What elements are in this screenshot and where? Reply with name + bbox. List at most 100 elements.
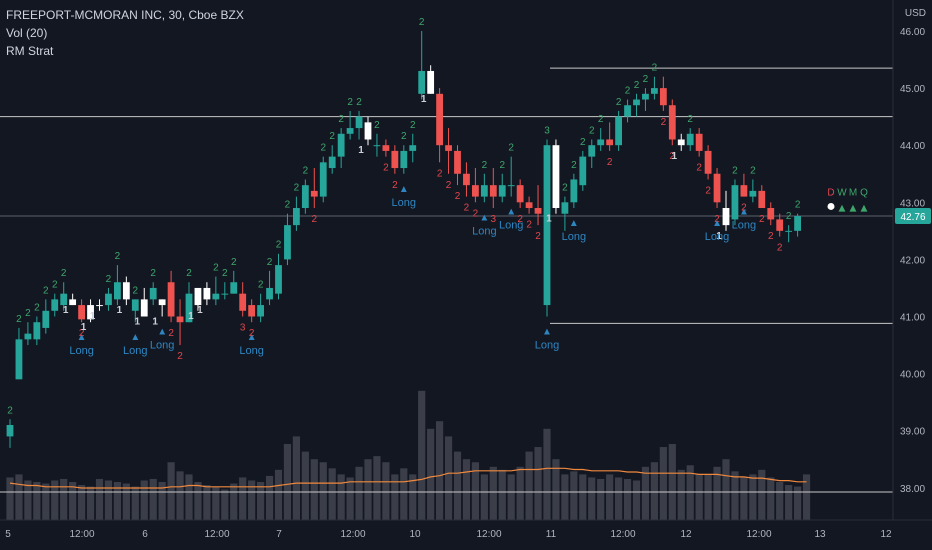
candle-body xyxy=(615,116,622,146)
volume-bar xyxy=(346,477,354,520)
candle-body xyxy=(33,322,41,340)
strat-label-up: 2 xyxy=(634,80,640,91)
x-tick-label: 6 xyxy=(142,529,148,540)
volume-bar xyxy=(480,474,488,520)
candle-body xyxy=(677,139,685,146)
volume-bar xyxy=(525,451,533,520)
x-tick-label: 12:00 xyxy=(610,529,635,540)
candle-body xyxy=(230,282,238,294)
legend-volume-indicator[interactable]: Vol (20) xyxy=(6,26,48,40)
strat-label-up: 2 xyxy=(213,263,219,274)
horizontal-levels xyxy=(0,67,893,493)
volume-bar xyxy=(95,478,104,520)
x-tick-label: 13 xyxy=(814,529,826,540)
candle-body xyxy=(695,133,703,151)
candle-body xyxy=(51,299,59,311)
strat-label-down: 2 xyxy=(705,185,711,196)
strat-label-up: 2 xyxy=(401,131,407,142)
strat-label-down: 2 xyxy=(383,163,389,174)
candle-body xyxy=(140,299,148,317)
strat-label-up: 2 xyxy=(687,114,693,125)
volume-bar xyxy=(257,482,265,520)
strat-label-down: 2 xyxy=(455,191,461,202)
strat-label-down: 2 xyxy=(464,203,470,214)
long-arrow-icon: ▲ xyxy=(506,207,516,218)
volume-bar xyxy=(749,474,757,520)
volume-bar xyxy=(713,466,721,520)
strat-label-down: 2 xyxy=(168,328,174,339)
strat-label-up: 2 xyxy=(374,120,380,131)
candle-body xyxy=(731,185,739,220)
candle-body xyxy=(472,185,479,197)
volume-bar xyxy=(60,478,68,520)
volume-pane xyxy=(6,390,811,520)
long-arrow-icon: ▲ xyxy=(157,327,167,338)
candle-body xyxy=(427,70,435,94)
candle-body xyxy=(346,128,354,134)
candle-body xyxy=(579,156,587,186)
strat-label-up: 2 xyxy=(508,143,514,154)
volume-bar xyxy=(623,478,632,520)
candle-body xyxy=(239,293,247,311)
strat-label-inside: 1 xyxy=(81,322,87,333)
legend-strat-indicator[interactable]: RM Strat xyxy=(6,44,54,58)
long-arrow-icon: ▲ xyxy=(130,332,140,343)
long-signal-label: Long xyxy=(732,220,756,232)
volume-bar xyxy=(176,471,184,520)
strat-label-down: 2 xyxy=(392,180,398,191)
volume-bar xyxy=(516,466,524,520)
volume-bar xyxy=(740,477,748,520)
volume-bar xyxy=(668,444,676,520)
candle-body xyxy=(624,105,631,117)
y-tick-label: 43.00 xyxy=(900,198,925,209)
x-tick-label: 12:00 xyxy=(476,529,501,540)
strat-label-down: 2 xyxy=(696,163,702,174)
volume-bar xyxy=(615,477,623,520)
strat-label-down: 2 xyxy=(473,208,479,219)
legend-symbol-title[interactable]: FREEPORT-MCMORAN INC, 30, Cboe BZX xyxy=(6,8,244,22)
volume-bar xyxy=(248,480,256,520)
volume-bar xyxy=(632,480,641,520)
candle-body xyxy=(69,299,77,306)
volume-bar xyxy=(167,462,175,520)
timeframe-arrow-icon: ▲ xyxy=(839,203,846,213)
volume-bar xyxy=(185,474,193,520)
volume-bar xyxy=(802,474,811,520)
candle-body xyxy=(722,208,730,226)
candle-body xyxy=(454,150,461,174)
volume-bar xyxy=(498,469,506,520)
long-signal-label: Long xyxy=(150,340,174,352)
volume-bar xyxy=(301,451,309,520)
volume-bar xyxy=(579,474,587,520)
candle-body xyxy=(203,287,211,300)
strat-label-inside: 1 xyxy=(671,151,677,162)
volume-bar xyxy=(597,478,605,520)
candle-body xyxy=(436,93,443,146)
volume-bar xyxy=(659,447,667,520)
candle-body xyxy=(776,219,784,231)
timeframe-letter: D xyxy=(827,187,834,198)
long-arrow-icon: ▲ xyxy=(399,184,409,195)
candle-body xyxy=(740,185,748,197)
candle-body xyxy=(167,282,175,317)
candle-body xyxy=(15,339,23,380)
long-signal-label: Long xyxy=(562,231,586,243)
volume-bar xyxy=(86,486,95,520)
strat-label-down: 2 xyxy=(768,231,774,242)
candle-body xyxy=(87,305,94,320)
strat-label-down: 2 xyxy=(661,117,667,128)
strat-label-up: 2 xyxy=(7,405,13,416)
strat-label-up: 2 xyxy=(285,200,291,211)
candle-body xyxy=(212,293,220,300)
candle-body xyxy=(158,299,166,306)
volume-bar xyxy=(427,428,435,520)
volume-bar xyxy=(686,465,694,520)
long-arrow-icon: ▲ xyxy=(712,218,722,229)
x-tick-label: 7 xyxy=(276,529,282,540)
candle-body xyxy=(767,208,775,220)
candle-body xyxy=(480,185,488,197)
x-tick-label: 5 xyxy=(5,529,11,540)
candle-body xyxy=(570,179,578,203)
